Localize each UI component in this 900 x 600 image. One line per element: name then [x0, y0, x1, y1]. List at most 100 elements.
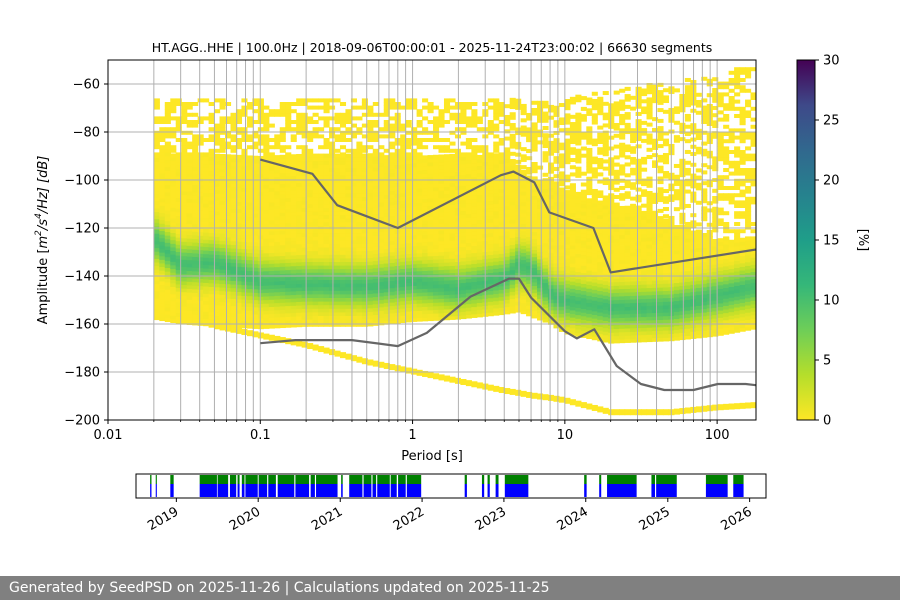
pdf-cell	[597, 207, 604, 212]
pdf-cell	[153, 236, 160, 241]
pdf-cell	[624, 288, 631, 293]
pdf-cell	[542, 206, 549, 211]
pdf-cell	[372, 170, 379, 175]
pdf-cell	[296, 251, 303, 256]
pdf-cell	[591, 235, 598, 240]
pdf-cell	[307, 200, 314, 205]
pdf-cell	[153, 182, 160, 187]
pdf-cell	[378, 274, 385, 279]
pdf-cell	[307, 265, 314, 270]
pdf-cell	[433, 194, 440, 199]
pdf-column	[296, 98, 303, 347]
pdf-cell	[296, 236, 303, 241]
pdf-cell	[241, 201, 248, 206]
pdf-cell	[591, 239, 598, 244]
pdf-cell	[153, 164, 160, 169]
pdf-cell	[186, 281, 193, 286]
pdf-cell	[547, 306, 555, 311]
pdf-cell	[285, 323, 292, 328]
pdf-cell	[383, 162, 390, 167]
pdf-cell	[624, 284, 631, 289]
pdf-cell	[405, 188, 412, 193]
pdf-cell	[476, 270, 483, 275]
pdf-cell	[361, 322, 368, 327]
pdf-cell	[558, 121, 566, 126]
pdf-cell	[329, 145, 336, 150]
pdf-cell	[443, 208, 451, 213]
pdf-cell	[575, 246, 582, 251]
pdf-cell	[263, 191, 270, 196]
pdf-cell	[296, 305, 303, 310]
pdf-cell	[575, 203, 582, 208]
pdf-cell	[296, 290, 303, 295]
pdf-cell	[312, 160, 319, 165]
pdf-cell	[558, 191, 566, 196]
pdf-cell	[219, 154, 226, 159]
pdf-cell	[597, 272, 604, 277]
pdf-cell	[312, 164, 319, 169]
pdf-cell	[619, 223, 626, 228]
pdf-cell	[241, 295, 248, 300]
pdf-cell	[586, 248, 593, 253]
pdf-cell	[208, 236, 215, 241]
pdf-cell	[504, 118, 511, 123]
pdf-cell	[268, 166, 275, 171]
pdf-cell	[230, 158, 237, 163]
pdf-cell	[186, 209, 193, 214]
pdf-cell	[586, 216, 593, 221]
pdf-cell	[378, 224, 385, 229]
pdf-cell	[164, 166, 171, 171]
pdf-cell	[526, 148, 533, 153]
pdf-cell	[164, 105, 171, 110]
pdf-cell	[230, 212, 237, 217]
pdf-cell	[181, 216, 188, 221]
pdf-cell	[274, 295, 281, 300]
pdf-cell	[312, 254, 319, 259]
pdf-cell	[493, 239, 500, 244]
pdf-cell	[427, 295, 434, 300]
pdf-cell	[591, 289, 598, 294]
pdf-cell	[219, 120, 226, 124]
pdf-cell	[263, 145, 270, 150]
pdf-cell	[170, 160, 177, 165]
pdf-cell	[307, 189, 314, 194]
pdf-cell	[602, 216, 609, 221]
pdf-cell	[339, 178, 347, 183]
pdf-cell	[372, 159, 379, 164]
pdf-cell	[515, 186, 522, 191]
pdf-cell	[186, 249, 193, 254]
pdf-cell	[591, 267, 598, 272]
pdf-cell	[378, 245, 385, 250]
pdf-cell	[564, 283, 571, 288]
pdf-cell	[383, 266, 390, 271]
pdf-cell	[241, 302, 248, 307]
pdf-cell	[597, 240, 604, 245]
pdf-column	[542, 100, 549, 401]
pdf-cell	[175, 215, 182, 220]
pdf-cell	[591, 296, 598, 301]
pdf-cell	[208, 207, 215, 212]
pdf-cell	[427, 317, 434, 322]
pdf-cell	[307, 138, 314, 142]
pdf-cell	[591, 206, 598, 211]
pdf-cell	[476, 208, 483, 213]
pdf-cell	[290, 309, 297, 314]
pdf-cell	[230, 172, 237, 177]
pdf-cell	[531, 140, 538, 145]
pdf-cell	[274, 284, 281, 289]
pdf-cell	[526, 261, 533, 266]
pdf-cell	[422, 162, 429, 167]
pdf-cell	[219, 258, 226, 263]
pdf-cell	[279, 266, 286, 271]
pdf-cell	[230, 148, 237, 153]
pdf-cell	[170, 319, 177, 324]
pdf-column	[405, 98, 412, 374]
pdf-cell	[296, 340, 303, 347]
pdf-cell	[235, 176, 243, 181]
pdf-cell	[164, 127, 171, 132]
pdf-cell	[526, 287, 533, 292]
pdf-cell	[345, 182, 352, 187]
pdf-cell	[619, 303, 626, 308]
pdf-cell	[159, 180, 166, 185]
pdf-cell	[542, 286, 549, 291]
